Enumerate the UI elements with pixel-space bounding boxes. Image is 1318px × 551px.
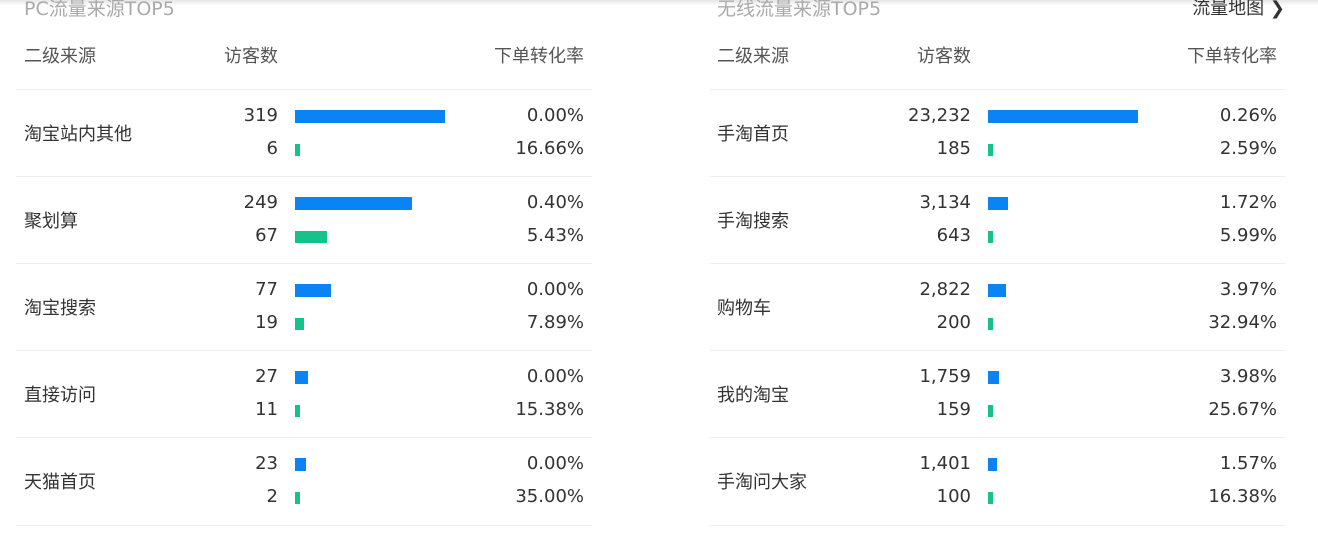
source-name: 手淘首页 [717, 124, 789, 145]
source-name: 手淘问大家 [717, 472, 807, 493]
visitor-count: 3,134 [919, 192, 971, 213]
order-conversion-rate: 15.38% [515, 399, 584, 420]
visitor-conversion-rate: 0.00% [526, 105, 584, 126]
order-bar [295, 231, 327, 243]
table-row[interactable]: 手淘搜索 3,134 643 1.72% 5.99% [709, 176, 1285, 264]
order-count: 643 [936, 225, 971, 246]
visitor-count: 249 [243, 192, 278, 213]
visitor-count: 23 [255, 453, 278, 474]
source-name: 天猫首页 [24, 472, 96, 493]
panel-title: PC流量来源TOP5 [24, 0, 175, 20]
order-conversion-rate: 32.94% [1208, 312, 1277, 333]
visitor-count: 23,232 [908, 105, 971, 126]
source-name: 淘宝站内其他 [24, 124, 132, 145]
order-bar [295, 318, 304, 330]
table-row[interactable]: 淘宝站内其他 319 6 0.00% 16.66% [16, 89, 592, 177]
visitor-bar [295, 458, 306, 471]
visitor-count: 77 [255, 279, 278, 300]
order-conversion-rate: 5.99% [1219, 225, 1277, 246]
order-bar [295, 144, 300, 156]
column-header: 二级来源 [717, 46, 789, 67]
order-count: 159 [936, 399, 971, 420]
column-header: 访客数 [917, 46, 971, 67]
column-header: 访客数 [224, 46, 278, 67]
visitor-conversion-rate: 3.98% [1219, 366, 1277, 387]
column-header: 下单转化率 [1187, 46, 1277, 67]
order-conversion-rate: 5.43% [526, 225, 584, 246]
order-count: 19 [255, 312, 278, 333]
visitor-bar [988, 110, 1138, 123]
visitor-count: 1,759 [919, 366, 971, 387]
order-count: 6 [266, 138, 278, 159]
order-bar [295, 492, 300, 504]
visitor-conversion-rate: 0.26% [1219, 105, 1277, 126]
order-conversion-rate: 35.00% [515, 486, 584, 507]
source-name: 购物车 [717, 298, 771, 319]
table-row[interactable]: 直接访问 27 11 0.00% 15.38% [16, 350, 592, 438]
order-bar [988, 231, 993, 243]
pc-traffic-panel: PC流量来源TOP5 二级来源 访客数 下单转化率 淘宝站内其他 319 6 0.00… [16, 0, 592, 551]
visitor-bar [988, 197, 1009, 210]
source-name: 聚划算 [24, 211, 78, 232]
visitor-count: 319 [243, 105, 278, 126]
traffic-map-link[interactable]: 流量地图 ❯ [1192, 0, 1285, 19]
top-shadow [0, 0, 1318, 6]
visitor-count: 1,401 [919, 453, 971, 474]
order-count: 100 [936, 486, 971, 507]
order-count: 185 [936, 138, 971, 159]
order-conversion-rate: 7.89% [526, 312, 584, 333]
table-row[interactable]: 聚划算 249 67 0.40% 5.43% [16, 176, 592, 264]
column-header: 下单转化率 [494, 46, 584, 67]
visitor-conversion-rate: 0.00% [526, 279, 584, 300]
visitor-bar [295, 197, 413, 210]
visitor-bar [988, 284, 1007, 297]
order-conversion-rate: 25.67% [1208, 399, 1277, 420]
panel-title: 无线流量来源TOP5 [717, 0, 882, 20]
visitor-count: 2,822 [919, 279, 971, 300]
visitor-bar [988, 458, 998, 471]
order-bar [988, 144, 993, 156]
order-bar [988, 318, 993, 330]
visitor-conversion-rate: 0.00% [526, 453, 584, 474]
table-row[interactable]: 我的淘宝 1,759 159 3.98% 25.67% [709, 350, 1285, 438]
column-header: 二级来源 [24, 46, 96, 67]
source-name: 直接访问 [24, 385, 96, 406]
visitor-conversion-rate: 0.40% [526, 192, 584, 213]
source-name: 淘宝搜索 [24, 298, 96, 319]
visitor-conversion-rate: 0.00% [526, 366, 584, 387]
source-name: 手淘搜索 [717, 211, 789, 232]
order-bar [988, 492, 993, 504]
table-row[interactable]: 手淘首页 23,232 185 0.26% 2.59% [709, 89, 1285, 177]
table-row[interactable]: 手淘问大家 1,401 100 1.57% 16.38% [709, 437, 1285, 526]
visitor-bar [988, 371, 1000, 384]
mobile-traffic-panel: 无线流量来源TOP5 流量地图 ❯ 二级来源 访客数 下单转化率 手淘首页 23,232… [709, 0, 1285, 551]
order-bar [295, 405, 301, 417]
visitor-count: 27 [255, 366, 278, 387]
visitor-conversion-rate: 3.97% [1219, 279, 1277, 300]
visitor-bar [295, 110, 445, 123]
order-conversion-rate: 2.59% [1219, 138, 1277, 159]
order-count: 11 [255, 399, 278, 420]
order-bar [988, 405, 993, 417]
visitor-bar [295, 284, 332, 297]
order-conversion-rate: 16.38% [1208, 486, 1277, 507]
table-row[interactable]: 购物车 2,822 200 3.97% 32.94% [709, 263, 1285, 351]
order-count: 200 [936, 312, 971, 333]
visitor-bar [295, 371, 308, 384]
order-count: 67 [255, 225, 278, 246]
table-row[interactable]: 淘宝搜索 77 19 0.00% 7.89% [16, 263, 592, 351]
visitor-conversion-rate: 1.72% [1219, 192, 1277, 213]
source-name: 我的淘宝 [717, 385, 789, 406]
table-row[interactable]: 天猫首页 23 2 0.00% 35.00% [16, 437, 592, 526]
order-count: 2 [266, 486, 278, 507]
visitor-conversion-rate: 1.57% [1219, 453, 1277, 474]
order-conversion-rate: 16.66% [515, 138, 584, 159]
